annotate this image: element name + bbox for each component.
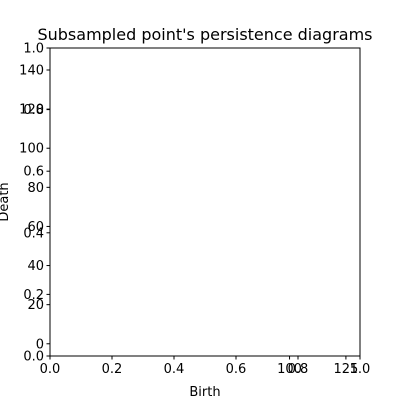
y-tick-5-label: 1.0: [23, 42, 44, 57]
plot-area: [49, 47, 361, 357]
x-tick-1-label: 0.2: [102, 362, 123, 377]
overlay-y-tick-4-label: 80: [27, 181, 44, 196]
x-tick-0-label: 0.0: [40, 362, 61, 377]
y-tick-0-label: 0.0: [23, 350, 44, 365]
y-axis-label: Death: [0, 182, 12, 221]
y-tick-3-label: 0.6: [23, 165, 44, 180]
overlay-x-tick-0-label: 100: [277, 362, 302, 377]
x-tick-5-label: 1.0: [350, 362, 371, 377]
overlay-y-tick-5-label: 100: [19, 142, 44, 157]
overlay-y-tick-0-label: 0: [36, 337, 44, 352]
x-tick-3-label: 0.6: [226, 362, 247, 377]
overlay-y-tick-7-label: 140: [19, 64, 44, 79]
overlay-x-tick-1-label: 125: [333, 362, 358, 377]
y-tick-4-label: 0.8: [23, 103, 44, 118]
y-tick-1-label: 0.2: [23, 288, 44, 303]
axis-ticks: 0.0 0.2 0.4 0.6 0.8 1.0 0.0 0.2 0.4 0.6 0.8 1.0 100 1…: [19, 42, 370, 378]
x-tick-4-label: 0.8: [288, 362, 309, 377]
overlay-y-tick-1-label: 20: [27, 298, 44, 313]
overlay-y-tick-2-label: 40: [27, 259, 44, 274]
y-tick-2-label: 0.4: [23, 226, 44, 241]
overlay-y-tick-6-label: 120: [19, 103, 44, 118]
x-tick-2-label: 0.4: [164, 362, 185, 377]
x-axis-label: Birth: [189, 385, 220, 400]
overlay-y-tick-3-label: 60: [27, 220, 44, 235]
chart-title: Subsampled point's persistence diagrams: [37, 25, 372, 44]
